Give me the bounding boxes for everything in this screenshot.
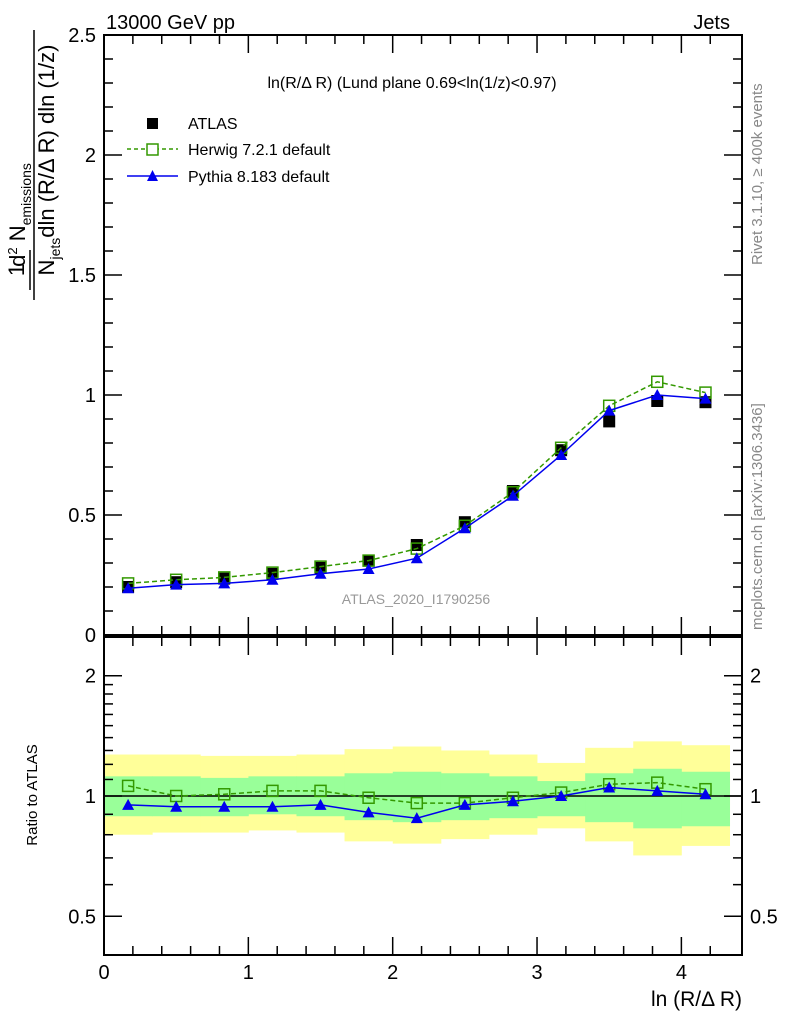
main-frame [103,34,743,636]
pythia-ratio-point [699,788,712,800]
pythia-ratio-point [603,781,616,793]
x-tick-label: 4 [676,962,687,984]
legend-herwig-label: Herwig 7.2.1 default [188,142,331,159]
energy-label: 13000 GeV pp [106,12,235,34]
pythia-ratio-point [410,812,423,824]
main-y-tick-label: 1.5 [68,265,96,287]
pythia-point [458,522,471,534]
main-y-tick-label: 1 [85,385,96,407]
main-y-tick-label: 0 [85,625,96,647]
ratio-uncertainty-bands [104,741,742,856]
pythia-ratio-point [170,800,183,812]
plot-title: ln(R/Δ R) (Lund plane 0.69<ln(1/z)<0.97) [267,75,556,92]
ratio-y-label: Ratio to ATLAS [24,744,41,845]
atlas-point [410,539,423,551]
pythia-ratio-point [458,798,471,810]
pythia-point [170,578,183,590]
axis-ticks: 0 0.5 1 1.5 2 2.5 0.5 0.5 1 1 2 2 0 1 2 3 4 [68,25,778,984]
herwig-ratio-point [362,791,375,804]
pythia-point [506,489,519,501]
data-marks [121,375,712,824]
process-label: Jets [693,12,730,34]
ratio-y-tick-label-right: 0.5 [750,906,778,928]
atlas-point [603,415,616,428]
pythia-point [651,389,664,400]
pythia-point [218,577,231,589]
ratio-y-tick-label-right: 2 [750,666,761,688]
main-y-tick-label: 2.5 [68,25,96,47]
main-y-tick-label: 2 [85,145,96,167]
pythia-point [362,563,375,574]
herwig-point [651,375,664,389]
mcplots-label: mcplots.cern.ch [arXiv:1306.3436] [749,403,766,630]
ylabel-numerator: d2 Nemissions [5,163,34,267]
rivet-label: Rivet 3.1.10, ≥ 400k events [749,83,766,265]
x-tick-label: 3 [531,962,542,984]
herwig-ratio-point [314,784,327,798]
legend-atlas-marker [147,118,158,129]
ratio-y-tick-label-left: 2 [85,666,96,688]
herwig-ratio-point [217,788,231,801]
pythia-ratio-point [218,800,231,812]
y-axis-label: 1 d2 Nemissions Njetsdln (R/Δ R) dln (1/… [4,30,63,300]
legend-pythia-marker [147,170,158,181]
pythia-point [266,573,279,585]
pythia-ratio-point [122,798,135,810]
pythia-point [699,392,712,404]
herwig-ratio-point [266,784,279,798]
legend-atlas-label: ATLAS [188,116,238,133]
pythia-ratio-point [266,800,279,812]
main-y-tick-label: 0.5 [68,505,96,527]
ratio-y-tick-label-left: 1 [85,786,96,808]
x-tick-label: 2 [387,962,398,984]
pythia-ratio-point [651,784,664,796]
pythia-point [410,552,423,564]
ratio-frame [103,636,743,956]
legend-pythia-label: Pythia 8.183 default [188,169,330,186]
x-axis-label: ln (R/Δ R) [651,988,742,1011]
watermark: ATLAS_2020_I1790256 [342,591,491,607]
legend-herwig-marker [146,143,159,156]
ratio-y-tick-label-left: 0.5 [68,906,96,928]
pythia-point [314,567,327,579]
x-tick-label: 0 [98,962,109,984]
pythia-point [603,404,616,416]
pythia-ratio-point [362,806,375,818]
herwig-ratio-point [410,796,424,810]
x-tick-label: 1 [243,962,254,984]
green-band-bin [585,773,634,823]
pythia-point [122,582,135,594]
legend: ATLAS Herwig 7.2.1 default Pythia 8.183 … [127,116,331,186]
herwig-ratio-point [121,779,135,793]
green-band-bin [633,768,682,829]
pythia-ratio-point [314,798,327,810]
pythia-point [555,449,568,460]
pythia-ratio-point [555,790,568,801]
ylabel-denominator: Njetsdln (R/Δ R) dln (1/z) [34,45,63,276]
pythia-ratio-point [506,795,519,807]
ylabel-one: 1 [4,264,29,276]
ratio-y-tick-label-right: 1 [750,786,761,808]
